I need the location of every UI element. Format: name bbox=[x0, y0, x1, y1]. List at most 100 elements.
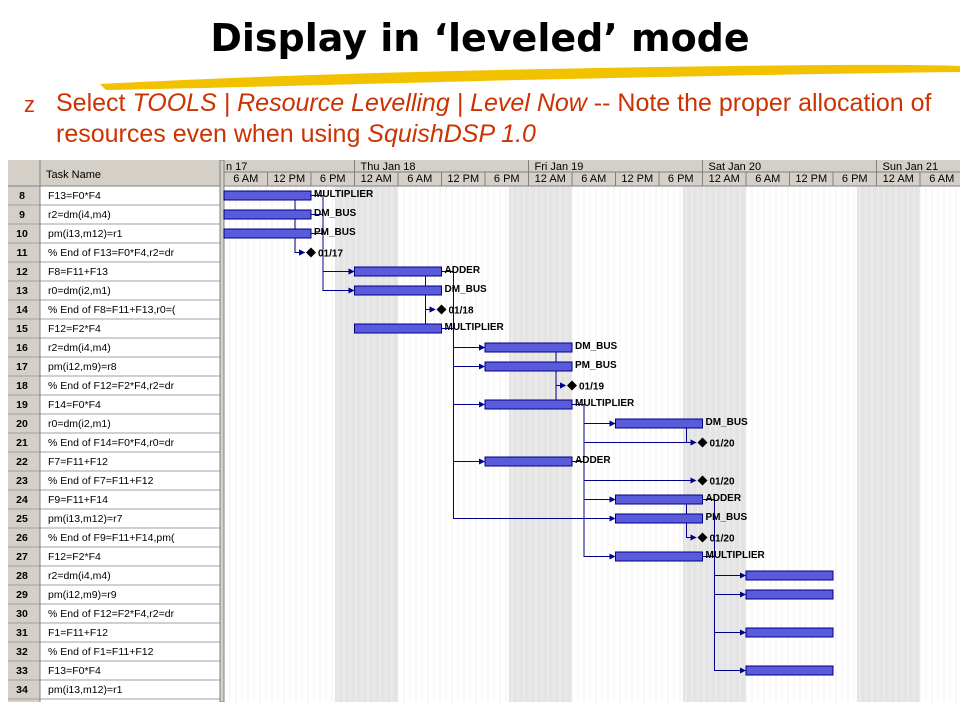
dependency-arrowhead bbox=[299, 249, 305, 256]
task-name-cell[interactable]: pm(i13,m12)=r1 bbox=[48, 684, 123, 696]
task-name-cell[interactable]: % End of F12=F2*F4,r2=dr bbox=[48, 380, 175, 392]
dependency-arrowhead bbox=[479, 401, 485, 408]
task-name-cell[interactable]: F14=F0*F4 bbox=[48, 399, 101, 411]
task-row-id: 11 bbox=[16, 247, 27, 259]
task-bar[interactable] bbox=[484, 399, 573, 410]
dependency-arrowhead bbox=[348, 268, 355, 275]
timescale-slot-label: 12 AM bbox=[883, 173, 914, 185]
task-row-id: 10 bbox=[16, 228, 28, 240]
task-name-cell[interactable]: % End of F1=F11+F12 bbox=[48, 646, 154, 658]
task-bar[interactable] bbox=[745, 589, 834, 600]
milestone-date-label: 01/19 bbox=[579, 382, 604, 393]
task-name-cell[interactable]: % End of F14=F0*F4,r0=dr bbox=[48, 437, 175, 449]
task-name-cell[interactable]: F9=F11+F14 bbox=[48, 494, 108, 506]
task-name-cell[interactable]: r0=dm(i2,m1) bbox=[48, 285, 111, 297]
task-bar[interactable] bbox=[484, 361, 573, 372]
task-row-id: 14 bbox=[16, 304, 28, 316]
task-name-cell[interactable]: F13=F0*F4 bbox=[48, 665, 101, 677]
task-row-id: 17 bbox=[16, 361, 28, 373]
task-name-cell[interactable]: % End of F12=F2*F4,r2=dr bbox=[48, 608, 175, 620]
task-bar[interactable] bbox=[484, 456, 573, 467]
timescale-slot-label: 12 PM bbox=[447, 173, 479, 185]
task-name-cell[interactable]: pm(i13,m12)=r7 bbox=[48, 513, 123, 525]
task-row-id: 30 bbox=[16, 608, 28, 620]
task-bar[interactable] bbox=[354, 266, 442, 277]
timescale-day-label: Sun Jan 21 bbox=[883, 161, 939, 173]
task-bar-resource-label: DM_BUS bbox=[314, 208, 357, 219]
task-name-cell[interactable]: F7=F11+F12 bbox=[48, 456, 108, 468]
task-name-cell[interactable]: F12=F2*F4 bbox=[48, 323, 101, 335]
gantt-chart-window[interactable]: Task Name n 17 Thu Jan 18 Fri Jan 19 Sat Jan… bbox=[8, 160, 960, 702]
dependency-arrowhead bbox=[348, 287, 355, 294]
task-bar[interactable] bbox=[745, 570, 834, 581]
milestone-diamond[interactable] bbox=[436, 304, 447, 315]
task-row-id: 25 bbox=[16, 513, 28, 525]
task-row-id: 21 bbox=[16, 437, 28, 449]
task-bar[interactable] bbox=[354, 323, 442, 334]
milestone-diamond[interactable] bbox=[306, 247, 316, 258]
milestone-date-label: 01/17 bbox=[318, 249, 343, 260]
task-bar[interactable] bbox=[223, 190, 312, 201]
dependency-arrowhead bbox=[740, 572, 746, 579]
dependency-link bbox=[441, 271, 614, 519]
milestone-diamond[interactable] bbox=[567, 380, 577, 391]
task-name-cell[interactable]: F1=F11+F12 bbox=[48, 627, 108, 639]
task-name-cell[interactable]: F12=F2*F4 bbox=[48, 551, 101, 563]
task-row-id: 16 bbox=[16, 342, 28, 354]
task-name-cell[interactable]: % End of F7=F11+F12 bbox=[48, 475, 154, 487]
task-name-cell[interactable]: r0=dm(i2,m1) bbox=[48, 418, 111, 430]
task-name-cell[interactable]: F8=F11+F13 bbox=[48, 266, 108, 278]
task-bar[interactable] bbox=[615, 551, 703, 562]
timescale-slot-label: 6 AM bbox=[233, 173, 258, 185]
task-name-cell[interactable]: r2=dm(i4,m4) bbox=[48, 570, 111, 582]
task-bar[interactable] bbox=[223, 228, 312, 239]
milestone-diamond[interactable] bbox=[697, 532, 708, 543]
task-row-id: 19 bbox=[16, 399, 28, 411]
task-bar[interactable] bbox=[745, 627, 834, 638]
gantt-chart[interactable]: Task Name n 17 Thu Jan 18 Fri Jan 19 Sat Jan… bbox=[8, 160, 960, 702]
bullet-point: z Select TOOLS | Resource Levelling | Le… bbox=[24, 88, 954, 150]
timescale-slot-label: 12 PM bbox=[621, 173, 653, 185]
task-name-cell[interactable]: pm(i12,m9)=r9 bbox=[48, 589, 117, 601]
milestone-date-label: 01/20 bbox=[710, 534, 735, 545]
timescale-slot-label: 12 AM bbox=[709, 173, 740, 185]
task-bar[interactable] bbox=[223, 209, 312, 220]
task-bar-resource-label: PM_BUS bbox=[706, 512, 748, 523]
task-name-cell[interactable]: % End of F8=F11+F13,r0=( bbox=[48, 304, 176, 316]
task-name-cell[interactable]: r2=dm(i4,m4) bbox=[48, 209, 111, 221]
milestone-diamond[interactable] bbox=[697, 437, 708, 448]
task-bar[interactable] bbox=[354, 285, 442, 296]
task-name-cell[interactable]: pm(i12,m9)=r8 bbox=[48, 361, 117, 373]
task-name-cell[interactable]: F13=F0*F4 bbox=[48, 190, 101, 202]
dependency-link bbox=[311, 214, 353, 291]
bullet-text: Select TOOLS | Resource Levelling | Leve… bbox=[56, 88, 954, 150]
task-row-id: 12 bbox=[16, 266, 28, 278]
task-bar-resource-label: DM_BUS bbox=[706, 417, 749, 428]
milestone-date-label: 01/20 bbox=[710, 477, 735, 488]
timescale-day-label: Thu Jan 18 bbox=[361, 161, 416, 173]
task-row-id: 9 bbox=[19, 209, 25, 221]
milestone-diamond[interactable] bbox=[697, 475, 708, 486]
dependency-arrowhead bbox=[740, 591, 746, 598]
timescale-slot-label: 6 PM bbox=[494, 173, 520, 185]
task-bar[interactable] bbox=[484, 342, 573, 353]
task-name-cell[interactable]: % End of F13=F0*F4,r2=dr bbox=[48, 247, 175, 259]
task-bar[interactable] bbox=[615, 494, 703, 505]
task-name-cell[interactable]: % End of F9=F11+F14,pm( bbox=[48, 532, 175, 544]
task-name-cell[interactable]: r2=dm(i4,m4) bbox=[48, 342, 111, 354]
task-row-id: 27 bbox=[16, 551, 28, 563]
task-name-column-header[interactable]: Task Name bbox=[46, 169, 101, 181]
task-row-id: 32 bbox=[16, 646, 28, 658]
timescale-slot-label: 12 PM bbox=[273, 173, 305, 185]
task-bar[interactable] bbox=[745, 665, 834, 676]
task-bar-resource-label: ADDER bbox=[445, 265, 481, 276]
off-hours-shading bbox=[528, 186, 572, 702]
task-bar[interactable] bbox=[615, 513, 703, 524]
task-bar-resource-label: PM_BUS bbox=[575, 360, 617, 371]
dependency-arrowhead bbox=[740, 667, 746, 674]
task-row-id: 33 bbox=[16, 665, 28, 677]
task-name-cell[interactable]: pm(i13,m12)=r1 bbox=[48, 228, 123, 240]
task-bar-resource-label: MULTIPLIER bbox=[575, 398, 635, 409]
pane-splitter[interactable] bbox=[219, 160, 225, 702]
task-bar[interactable] bbox=[615, 418, 703, 429]
